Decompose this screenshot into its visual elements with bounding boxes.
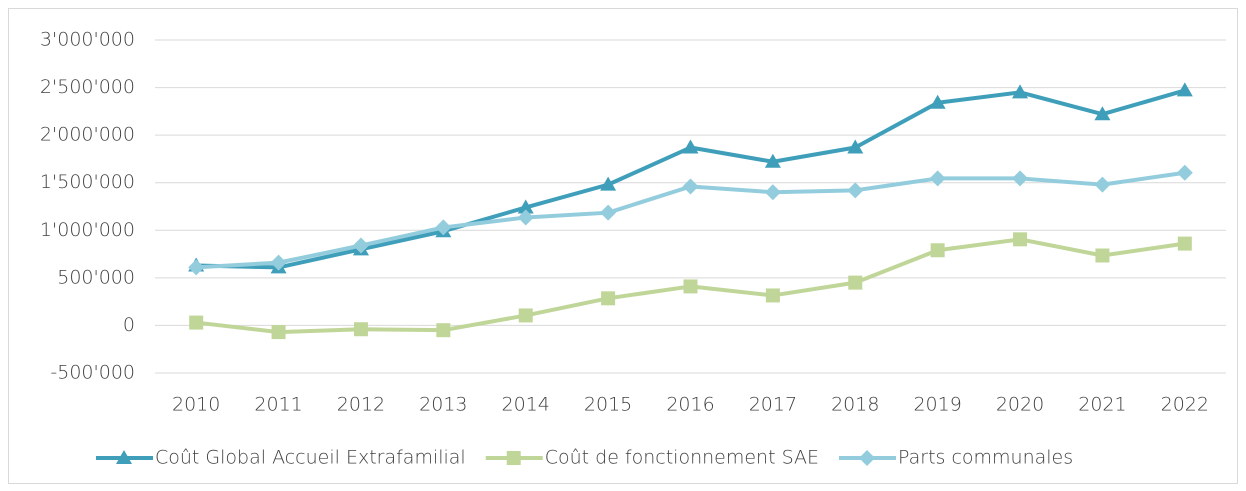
x-tick-label: 2011 — [254, 394, 302, 416]
marker — [764, 184, 781, 201]
y-tick-label: 2'000'000 — [40, 124, 135, 146]
marker — [764, 153, 781, 168]
marker — [847, 139, 864, 154]
y-tick-label: 0 — [123, 314, 135, 336]
marker — [1094, 106, 1111, 121]
marker — [188, 259, 205, 276]
marker — [765, 288, 780, 303]
y-tick-label: 2'500'000 — [40, 76, 135, 98]
marker — [517, 199, 534, 214]
x-tick-label: 2019 — [913, 394, 961, 416]
marker — [929, 94, 946, 109]
marker — [1176, 164, 1193, 181]
x-tick-label: 2020 — [996, 394, 1044, 416]
marker — [600, 176, 617, 191]
x-tick-label: 2012 — [337, 394, 385, 416]
marker — [517, 209, 534, 226]
marker — [847, 182, 864, 199]
marker — [1012, 170, 1029, 187]
x-tick-label: 2016 — [666, 394, 714, 416]
marker — [435, 219, 452, 236]
marker — [1012, 84, 1029, 99]
marker — [518, 308, 533, 323]
marker — [436, 323, 451, 338]
marker — [1095, 248, 1110, 263]
legend-label: Parts communales — [898, 447, 1073, 469]
marker — [930, 243, 945, 258]
legend-marker — [116, 450, 132, 464]
marker — [271, 325, 286, 340]
legend-label: Coût de fonctionnement SAE — [545, 447, 819, 469]
marker — [600, 204, 617, 221]
marker — [682, 178, 699, 195]
y-tick-label: 500'000 — [57, 266, 135, 288]
marker — [353, 322, 368, 337]
marker — [682, 139, 699, 154]
marker — [1177, 236, 1192, 251]
y-tick-label: 1'500'000 — [40, 171, 135, 193]
marker — [1176, 82, 1193, 97]
x-tick-label: 2018 — [831, 394, 879, 416]
legend-marker — [859, 450, 876, 466]
marker — [929, 170, 946, 187]
marker — [1094, 176, 1111, 193]
y-tick-label: -500'000 — [50, 362, 135, 384]
marker — [352, 237, 369, 254]
x-tick-label: 2021 — [1078, 394, 1126, 416]
marker — [848, 275, 863, 290]
x-tick-label: 2015 — [584, 394, 632, 416]
x-tick-label: 2010 — [172, 394, 220, 416]
x-tick-label: 2022 — [1161, 394, 1209, 416]
marker — [1013, 232, 1028, 247]
marker — [270, 254, 287, 271]
legend-marker — [506, 451, 521, 465]
marker — [683, 279, 698, 294]
x-tick-label: 2017 — [749, 394, 797, 416]
x-tick-label: 2014 — [502, 394, 550, 416]
marker — [189, 315, 204, 330]
marker — [601, 291, 616, 306]
y-tick-label: 1'000'000 — [40, 219, 135, 241]
y-tick-label: 3'000'000 — [40, 29, 135, 51]
x-tick-label: 2013 — [419, 394, 467, 416]
legend-label: Coût Global Accueil Extrafamilial — [155, 447, 466, 469]
